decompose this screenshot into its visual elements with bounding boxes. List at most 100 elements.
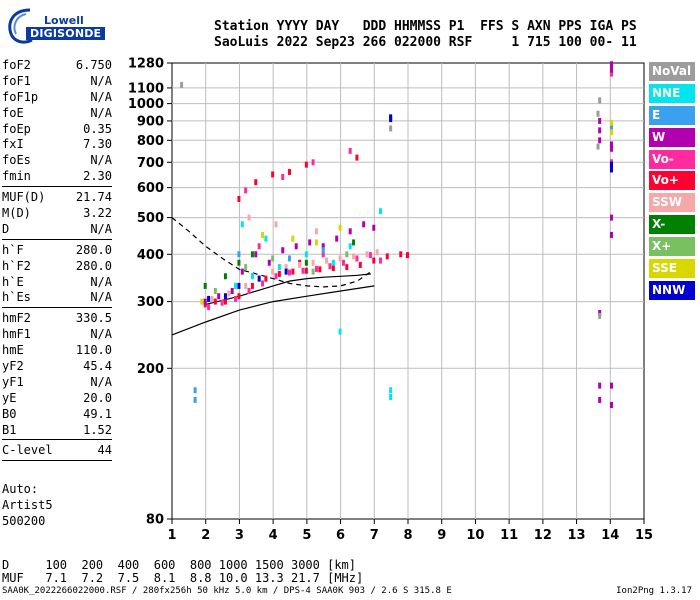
echo-point [240,221,244,228]
echo-point [227,290,231,297]
echo-point [237,259,241,266]
param-row: C-level 44 [2,442,112,458]
param-name: yF2 [2,359,24,374]
x-tick-label: 4 [269,528,278,543]
echo-point [271,171,275,178]
echo-point [609,145,613,152]
echo-point [375,249,379,256]
param-value: N/A [90,105,112,120]
profile-curve-dashed [171,217,372,288]
legend-item: X- [649,215,695,235]
legend-item: SSE [649,259,695,279]
echo-point [304,251,308,258]
param-name: foF2 [2,58,31,72]
profile-curve [171,285,375,336]
echo-point [609,66,613,73]
param-name: h`Es [2,290,31,305]
param-name: yE [2,390,17,405]
param-value: 44 [97,443,112,458]
param-row: fmin 2.30 [2,168,112,184]
echo-point [314,228,318,235]
echo-point [271,268,275,275]
x-tick-label: 15 [635,528,653,543]
x-tick-label: 5 [302,528,311,543]
y-tick-label: 1000 [128,97,164,112]
echo-point [180,81,184,88]
param-name: fxI [2,137,24,152]
echo-point [304,161,308,168]
echo-point [250,282,254,289]
echo-point [335,235,339,242]
echo-point [368,252,372,259]
echo-point [598,312,602,319]
echo-point [321,247,325,254]
echo-point [193,387,197,394]
header-line-2: SaoLuis 2022 Sep23 266 022000 RSF 1 715 … [214,35,637,50]
echo-point [406,252,409,259]
y-tick-label: 800 [137,134,164,149]
param-row: yF2 45.4 [2,358,112,374]
auto-artist: Artist5 [2,498,53,512]
param-name: fmin [2,169,31,184]
param-name: C-level [2,443,53,458]
echo-point [399,251,403,258]
echo-point [338,255,342,262]
echo-point [379,257,383,264]
param-separator [2,460,112,462]
x-tick-label: 11 [500,528,518,543]
echo-point [271,255,275,262]
legend-item: SSW [649,193,695,213]
echo-point [352,239,356,246]
echo-point [609,61,613,68]
param-row: hmF1 N/A [2,326,112,342]
y-tick-label: 1280 [128,57,164,72]
echo-point [389,387,393,394]
auto-scaling-info: Auto: Artist5 500200 [2,481,53,529]
param-value: 110.0 [75,343,112,358]
muf-row: MUF 7.1 7.2 7.5 8.1 8.8 10.0 13.3 21.7 [… [2,571,364,585]
y-tick-label: 200 [137,362,164,377]
echo-point [284,268,288,275]
param-value: 20.0 [83,390,112,405]
echo-point [237,282,241,289]
param-row: B1 1.52 [2,422,112,438]
echo-point [338,328,342,335]
echo-point [291,235,295,242]
x-tick-label: 2 [201,528,210,543]
auto-label: Auto: [2,482,39,496]
echo-point [348,147,352,154]
param-row: MUF(D) 21.74 [2,189,112,205]
echo-point [247,214,251,221]
echo-point [237,251,241,258]
echo-point [220,299,224,306]
legend-item: NNW [649,280,695,300]
echo-point [609,70,613,77]
echo-point [609,129,613,136]
param-row: M(D) 3.22 [2,205,112,221]
x-tick-label: 14 [601,528,619,543]
echo-point [240,268,244,275]
echo-point [362,221,366,228]
param-row: h`F 280.0 [2,242,112,258]
echo-point [598,117,602,124]
param-name: yF1 [2,374,24,389]
echo-point [325,257,329,264]
legend-item: W [649,127,695,147]
echo-point [321,251,325,258]
echo-point [203,282,207,289]
echo-point [609,166,613,173]
echo-point [345,264,349,271]
param-name: hmF2 [2,311,31,326]
echo-point [385,253,389,260]
param-value: N/A [90,290,112,305]
auto-version: 500200 [2,514,46,528]
echo-point [308,239,312,246]
param-value: 280.0 [75,242,112,257]
echo-point [244,264,248,271]
echo-point [200,298,204,305]
param-name: B1 [2,422,17,437]
y-tick-label: 80 [146,513,164,528]
echo-point [210,295,214,302]
param-name: MUF(D) [2,190,46,205]
echo-point [301,267,305,274]
